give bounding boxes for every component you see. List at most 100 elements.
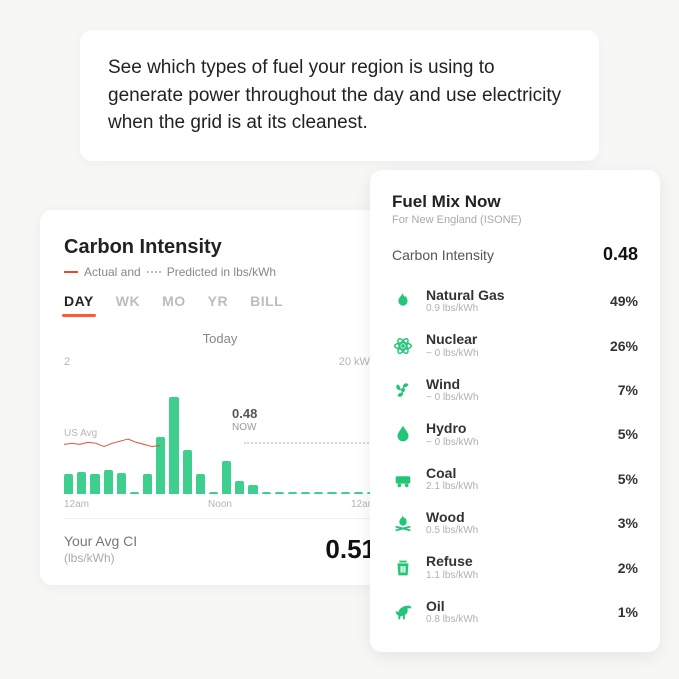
fuel-name: Wind bbox=[426, 377, 606, 392]
fuel-text: Wind~ 0 lbs/kWh bbox=[426, 377, 606, 403]
fuel-item-natural-gas: Natural Gas0.9 lbs/kWh 49% bbox=[392, 279, 638, 323]
chart-bar bbox=[288, 492, 297, 494]
chart-bar bbox=[104, 470, 113, 494]
trash-icon bbox=[392, 557, 414, 579]
chart-bar bbox=[222, 461, 231, 494]
fuel-rate: 1.1 lbs/kWh bbox=[426, 570, 606, 581]
fuel-ci-row: Carbon Intensity 0.48 bbox=[392, 244, 638, 265]
chart-bar bbox=[169, 397, 178, 494]
chart-bar bbox=[77, 472, 86, 494]
fuel-name: Refuse bbox=[426, 554, 606, 569]
chart-bar bbox=[196, 474, 205, 494]
x-axis-labels: 12am Noon 12am bbox=[64, 499, 376, 510]
chart-bar bbox=[314, 492, 323, 494]
predicted-line bbox=[244, 442, 376, 444]
fuel-pct: 5% bbox=[618, 426, 638, 442]
avg-label: Your Avg CI bbox=[64, 533, 137, 551]
tab-yr[interactable]: YR bbox=[208, 293, 228, 317]
carbon-intensity-card: Carbon Intensity Actual and Predicted in… bbox=[40, 210, 400, 585]
ci-legend: Actual and Predicted in lbs/kWh bbox=[64, 265, 376, 279]
chart-bar bbox=[301, 492, 310, 494]
legend-predicted: Predicted in lbs/kWh bbox=[167, 265, 276, 279]
fuel-item-wood: Wood0.5 lbs/kWh 3% bbox=[392, 501, 638, 545]
fuel-ci-label: Carbon Intensity bbox=[392, 247, 494, 263]
fuel-text: Hydro~ 0 lbs/kWh bbox=[426, 421, 606, 447]
fuel-rate: ~ 0 lbs/kWh bbox=[426, 392, 606, 403]
fuel-name: Coal bbox=[426, 466, 606, 481]
fan-icon bbox=[392, 379, 414, 401]
chart-bar bbox=[143, 474, 152, 494]
bar-series bbox=[64, 384, 376, 494]
fuel-pct: 26% bbox=[610, 338, 638, 354]
fuel-item-refuse: Refuse1.1 lbs/kWh 2% bbox=[392, 545, 638, 589]
fuel-rate: 0.5 lbs/kWh bbox=[426, 525, 606, 536]
description-card: See which types of fuel your region is u… bbox=[80, 30, 599, 161]
fuel-name: Oil bbox=[426, 599, 606, 614]
tab-bill[interactable]: BILL bbox=[250, 293, 283, 317]
fuel-item-oil: Oil0.8 lbs/kWh 1% bbox=[392, 590, 638, 634]
fuel-rate: 0.9 lbs/kWh bbox=[426, 303, 598, 314]
drop-icon bbox=[392, 423, 414, 445]
chart-bar bbox=[183, 450, 192, 494]
description-text: See which types of fuel your region is u… bbox=[108, 57, 561, 133]
fuel-pct: 2% bbox=[618, 560, 638, 576]
fuel-name: Natural Gas bbox=[426, 288, 598, 303]
atom-icon bbox=[392, 335, 414, 357]
tab-day[interactable]: DAY bbox=[64, 293, 94, 317]
y-axis-left: 2 bbox=[64, 356, 70, 368]
chart-bar bbox=[275, 492, 284, 494]
chart-bar bbox=[156, 437, 165, 494]
chart-bar bbox=[90, 474, 99, 494]
x-mid: Noon bbox=[208, 499, 232, 510]
avg-unit: (lbs/kWh) bbox=[64, 551, 137, 565]
fuel-subtitle: For New England (ISONE) bbox=[392, 214, 638, 226]
period-tabs: DAY WK MO YR BILL bbox=[64, 293, 376, 317]
fuel-name: Nuclear bbox=[426, 332, 598, 347]
chart-bar bbox=[130, 492, 139, 494]
chart-bar bbox=[341, 492, 350, 494]
tab-wk[interactable]: WK bbox=[116, 293, 140, 317]
fuel-text: Refuse1.1 lbs/kWh bbox=[426, 554, 606, 580]
fuel-item-hydro: Hydro~ 0 lbs/kWh 5% bbox=[392, 412, 638, 456]
fuel-rate: ~ 0 lbs/kWh bbox=[426, 437, 606, 448]
cart-icon bbox=[392, 468, 414, 490]
fuel-pct: 1% bbox=[618, 604, 638, 620]
fuel-rate: 0.8 lbs/kWh bbox=[426, 614, 606, 625]
chart-bar bbox=[327, 492, 336, 494]
fuel-pct: 5% bbox=[618, 471, 638, 487]
chart-bar bbox=[248, 485, 257, 494]
period-label: Today bbox=[64, 331, 376, 346]
fuel-name: Hydro bbox=[426, 421, 606, 436]
campfire-icon bbox=[392, 512, 414, 534]
fuel-item-nuclear: Nuclear~ 0 lbs/kWh 26% bbox=[392, 323, 638, 367]
fuel-item-wind: Wind~ 0 lbs/kWh 7% bbox=[392, 368, 638, 412]
chart-bar bbox=[354, 492, 363, 494]
predicted-line-swatch bbox=[147, 271, 161, 273]
x-left: 12am bbox=[64, 499, 89, 510]
avg-ci-row: Your Avg CI (lbs/kWh) 0.51 bbox=[64, 518, 376, 565]
fuel-rate: 2.1 lbs/kWh bbox=[426, 481, 606, 492]
tab-mo[interactable]: MO bbox=[162, 293, 186, 317]
fuel-text: Coal2.1 lbs/kWh bbox=[426, 466, 606, 492]
avg-value: 0.51 bbox=[325, 534, 376, 565]
fuel-ci-value: 0.48 bbox=[603, 244, 638, 265]
fuel-text: Oil0.8 lbs/kWh bbox=[426, 599, 606, 625]
fuel-pct: 3% bbox=[618, 515, 638, 531]
fuel-rate: ~ 0 lbs/kWh bbox=[426, 348, 598, 359]
fuel-pct: 49% bbox=[610, 293, 638, 309]
fuel-list: Natural Gas0.9 lbs/kWh49%Nuclear~ 0 lbs/… bbox=[392, 279, 638, 634]
ci-title: Carbon Intensity bbox=[64, 236, 376, 259]
chart-bar bbox=[209, 492, 218, 494]
flame-icon bbox=[392, 290, 414, 312]
ci-chart: 2 20 kWh US Avg 0.48 NOW 12am Noon 12am bbox=[64, 356, 376, 506]
fuel-mix-card: Fuel Mix Now For New England (ISONE) Car… bbox=[370, 170, 660, 652]
fuel-title: Fuel Mix Now bbox=[392, 192, 638, 212]
chart-bar bbox=[262, 492, 271, 494]
fuel-item-coal: Coal2.1 lbs/kWh 5% bbox=[392, 457, 638, 501]
chart-bar bbox=[117, 473, 126, 494]
fuel-name: Wood bbox=[426, 510, 606, 525]
fuel-text: Nuclear~ 0 lbs/kWh bbox=[426, 332, 598, 358]
fuel-text: Natural Gas0.9 lbs/kWh bbox=[426, 288, 598, 314]
actual-line-swatch bbox=[64, 271, 78, 273]
fuel-pct: 7% bbox=[618, 382, 638, 398]
